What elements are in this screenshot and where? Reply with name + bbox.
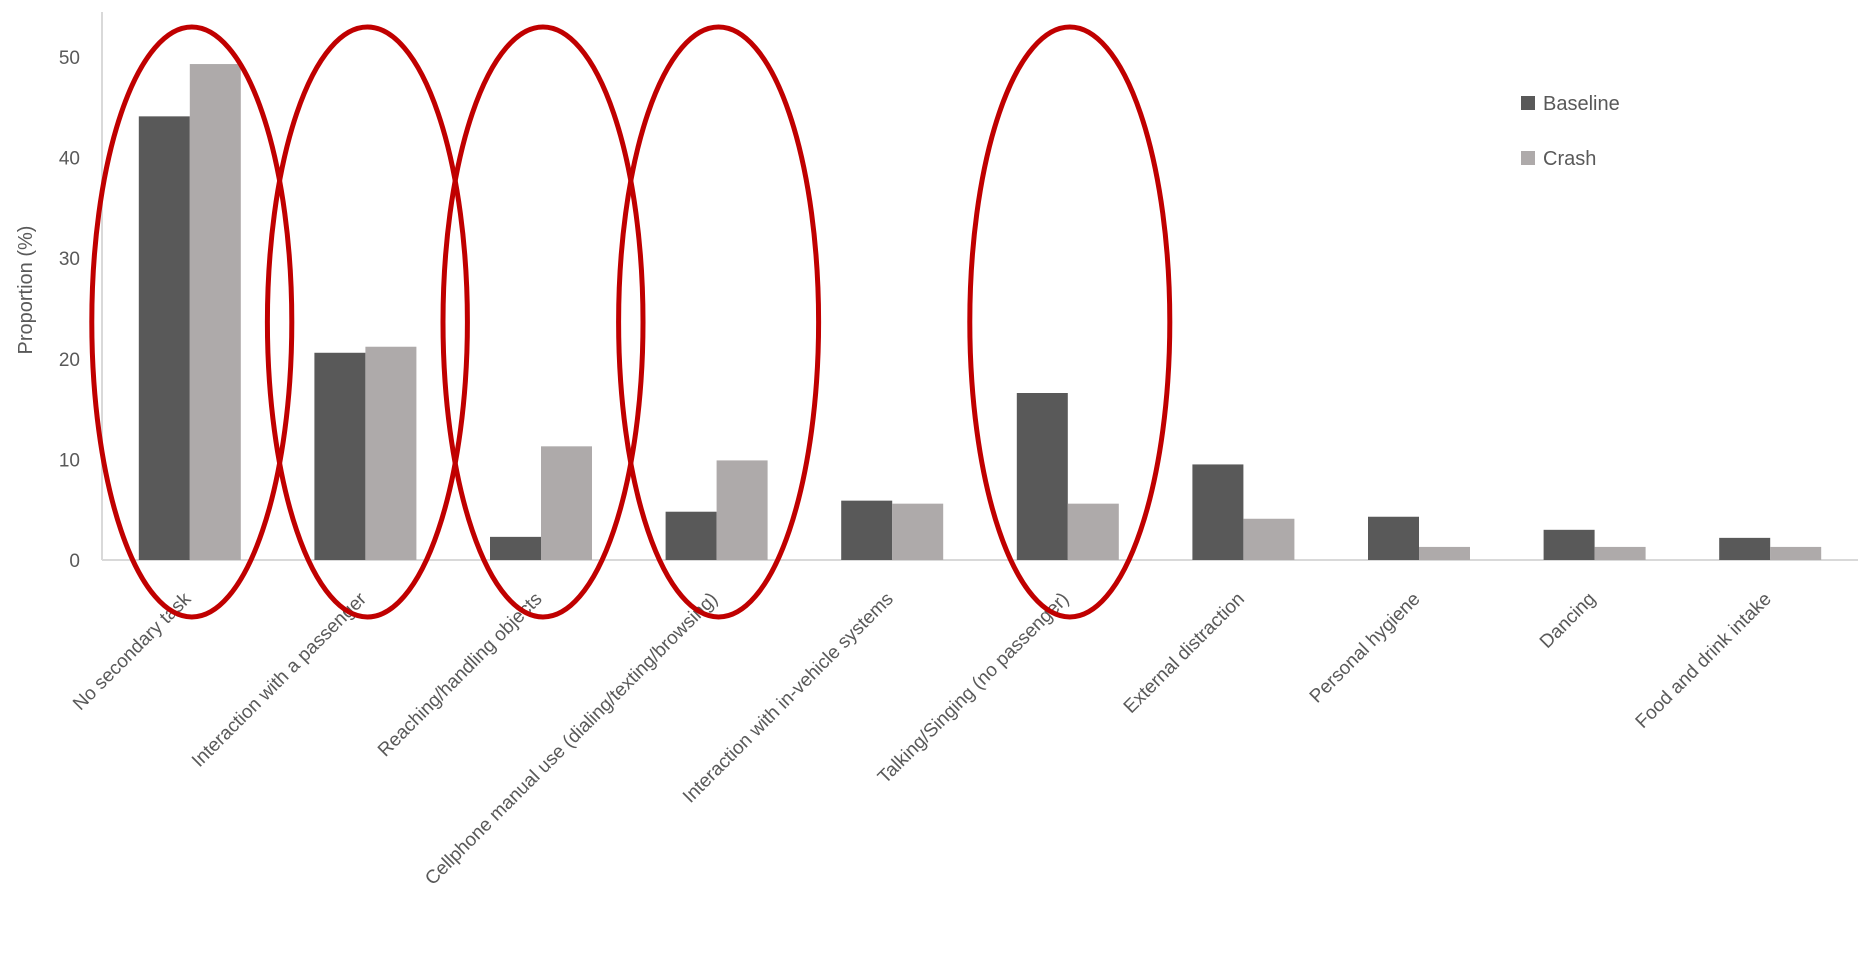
y-tick-label: 20: [59, 350, 80, 371]
bar-crash: [541, 446, 592, 560]
category-label: Personal hygiene: [1306, 589, 1425, 708]
category-label: External distraction: [1120, 589, 1249, 718]
bar-baseline: [138, 116, 190, 560]
legend: Baseline Crash: [1521, 93, 1620, 170]
bar-baseline: [665, 511, 717, 560]
legend-label: Baseline: [1543, 93, 1620, 115]
highlight-ellipse: [89, 24, 295, 620]
bar-crash: [1419, 546, 1470, 560]
category-label: No secondary task: [69, 588, 195, 714]
highlight-ellipse: [967, 24, 1173, 620]
bar-baseline: [1719, 537, 1771, 560]
category-label: Food and drink intake: [1632, 589, 1776, 733]
highlight-ellipse: [440, 24, 646, 620]
bar-baseline: [1543, 529, 1595, 560]
category-label: Interaction with in-vehicle systems: [679, 589, 898, 808]
bars: [138, 64, 1822, 561]
bar-crash: [1067, 503, 1119, 560]
category-label: Talking/Singing (no passenger): [874, 589, 1073, 788]
y-tick-label: 10: [59, 450, 80, 471]
bar-baseline: [841, 500, 893, 560]
y-tick-labels: 0 10 20 30 40 50: [59, 48, 80, 572]
bar-crash: [716, 460, 768, 560]
y-tick-label: 0: [69, 551, 80, 572]
bar-baseline: [1192, 464, 1244, 560]
bar-crash: [189, 64, 241, 561]
bar-crash: [892, 503, 944, 560]
bar-crash: [1594, 546, 1646, 560]
category-label: Cellphone manual use (dialing/texting/br…: [421, 589, 722, 890]
y-axis-title: Proportion (%): [15, 226, 37, 355]
highlight-ellipse: [264, 24, 470, 620]
highlight-ellipse: [616, 24, 822, 620]
legend-label: Crash: [1543, 148, 1596, 170]
bar-crash: [365, 346, 417, 560]
y-tick-label: 30: [59, 249, 80, 270]
legend-swatch: [1521, 151, 1535, 165]
y-tick-label: 50: [59, 48, 80, 69]
bar-crash: [1770, 546, 1822, 560]
highlight-ellipses: [89, 24, 1173, 620]
bar-crash: [1243, 518, 1295, 560]
bar-baseline: [314, 352, 366, 560]
bar-baseline: [490, 536, 541, 560]
bar-baseline: [1016, 393, 1068, 560]
legend-swatch: [1521, 96, 1535, 110]
category-label: Interaction with a passenger: [188, 588, 371, 771]
y-tick-label: 40: [59, 149, 80, 170]
category-label: Dancing: [1536, 589, 1600, 653]
category-label: Reaching/handling objects: [374, 589, 546, 761]
bar-baseline: [1368, 516, 1419, 560]
